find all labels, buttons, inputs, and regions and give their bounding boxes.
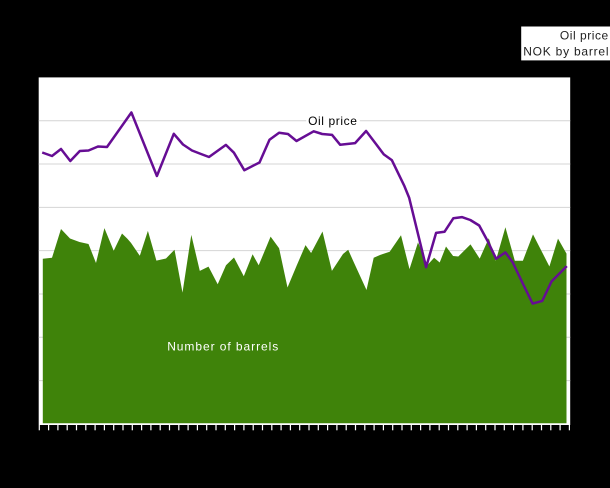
svg-text:Oil price: Oil price bbox=[560, 29, 609, 43]
svg-text:NOK by barrel: NOK by barrel bbox=[523, 45, 608, 59]
svg-text:Number of barrels: Number of barrels bbox=[167, 340, 278, 354]
svg-text:Oil price: Oil price bbox=[308, 114, 357, 128]
